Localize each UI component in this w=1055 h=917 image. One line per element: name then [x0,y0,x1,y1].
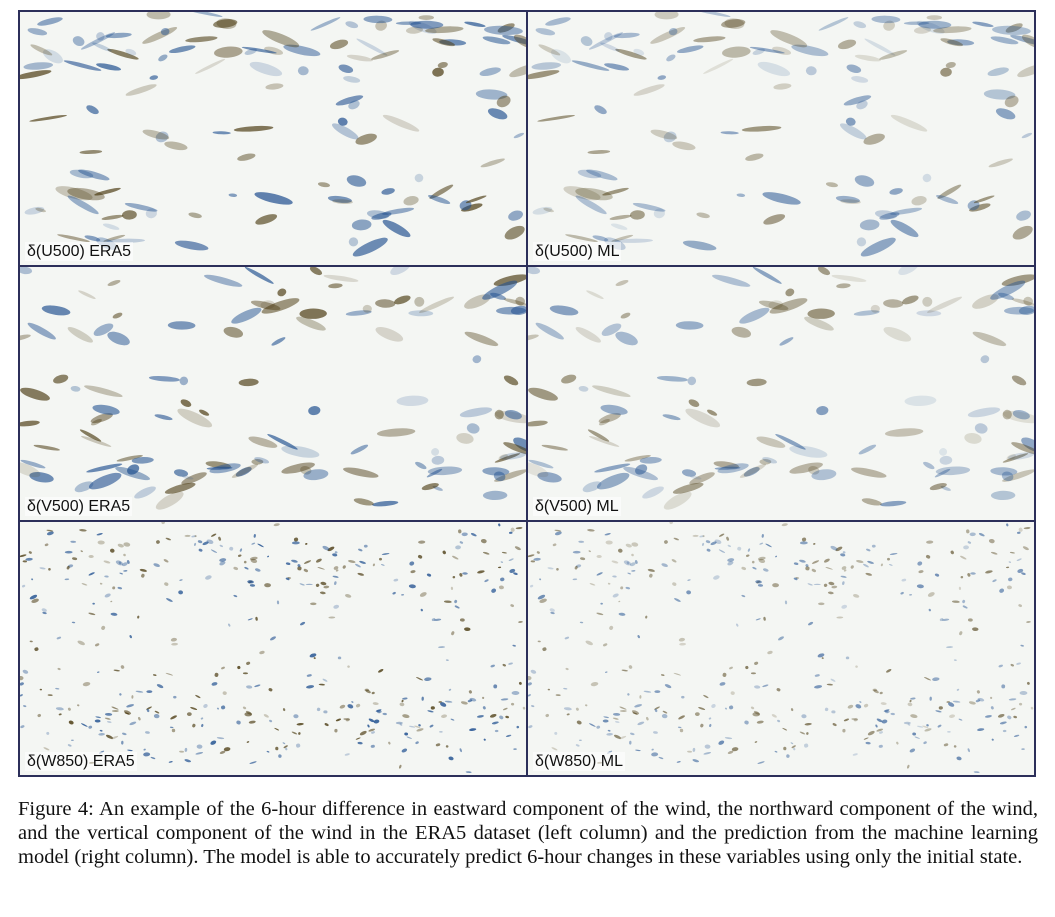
panel-label: δ(W850) ML [533,752,626,771]
field-texture [528,267,1034,510]
field-map-v500-era5 [20,267,526,510]
figure-panel-grid: δ(U500) ERA5 δ(U500) ML δ(V500) ERA5 δ(V… [18,10,1036,777]
field-map-u500-ml [528,12,1034,257]
field-texture [20,12,526,257]
panel-label: δ(U500) ERA5 [25,242,134,261]
field-map-u500-era5 [20,12,526,257]
panel-label: δ(W850) ERA5 [25,752,137,771]
field-texture [528,522,1034,773]
field-texture [20,267,526,510]
field-map-v500-ml [528,267,1034,510]
panel-label: δ(V500) ERA5 [25,497,133,516]
panel-w850-era5: δ(W850) ERA5 [20,522,526,775]
panel-u500-ml: δ(U500) ML [528,12,1034,265]
field-texture [528,12,1034,257]
field-map-w850-era5 [20,522,526,773]
panel-label: δ(U500) ML [533,242,622,261]
panel-v500-ml: δ(V500) ML [528,267,1034,520]
panel-u500-era5: δ(U500) ERA5 [20,12,526,265]
panel-w850-ml: δ(W850) ML [528,522,1034,775]
panel-v500-era5: δ(V500) ERA5 [20,267,526,520]
panel-label: δ(V500) ML [533,497,621,516]
figure-caption: Figure 4: An example of the 6-hour diffe… [18,798,1038,868]
field-texture [20,522,526,773]
field-map-w850-ml [528,522,1034,773]
